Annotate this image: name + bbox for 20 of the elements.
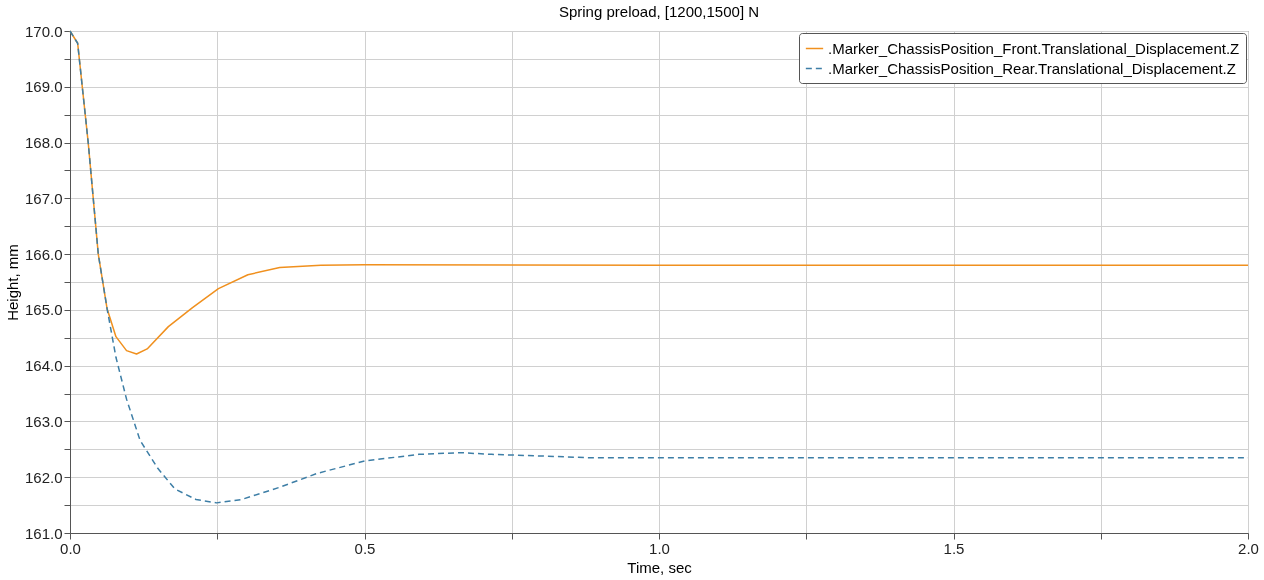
y-tick-label: 168.0 bbox=[24, 134, 63, 152]
x-tick-label: 1.5 bbox=[943, 539, 965, 557]
legend-label: .Marker_ChassisPosition_Rear.Translational_Displacement.Z bbox=[828, 59, 1236, 77]
x-axis-title: Time, sec bbox=[627, 558, 693, 576]
y-tick-label: 164.0 bbox=[24, 357, 63, 375]
y-tick-label: 166.0 bbox=[24, 245, 63, 263]
x-tick-label: 2.0 bbox=[1238, 539, 1259, 557]
x-tick-label: 0.0 bbox=[60, 539, 81, 557]
legend-label: .Marker_ChassisPosition_Front.Translational_Displacement.Z bbox=[828, 39, 1240, 57]
y-tick-label: 161.0 bbox=[24, 524, 63, 542]
y-axis-title: Height, mm bbox=[3, 244, 21, 321]
x-tick-label: 1.0 bbox=[649, 539, 670, 557]
y-tick-label: 167.0 bbox=[24, 189, 63, 207]
y-tick-label: 162.0 bbox=[24, 468, 63, 486]
y-tick-label: 165.0 bbox=[24, 301, 63, 319]
chart-title: Spring preload, [1200,1500] N bbox=[558, 3, 760, 20]
y-tick-label: 170.0 bbox=[24, 22, 63, 40]
x-tick-label: 0.5 bbox=[354, 539, 376, 557]
y-tick-label: 163.0 bbox=[24, 412, 63, 430]
y-tick-label: 169.0 bbox=[24, 78, 63, 96]
